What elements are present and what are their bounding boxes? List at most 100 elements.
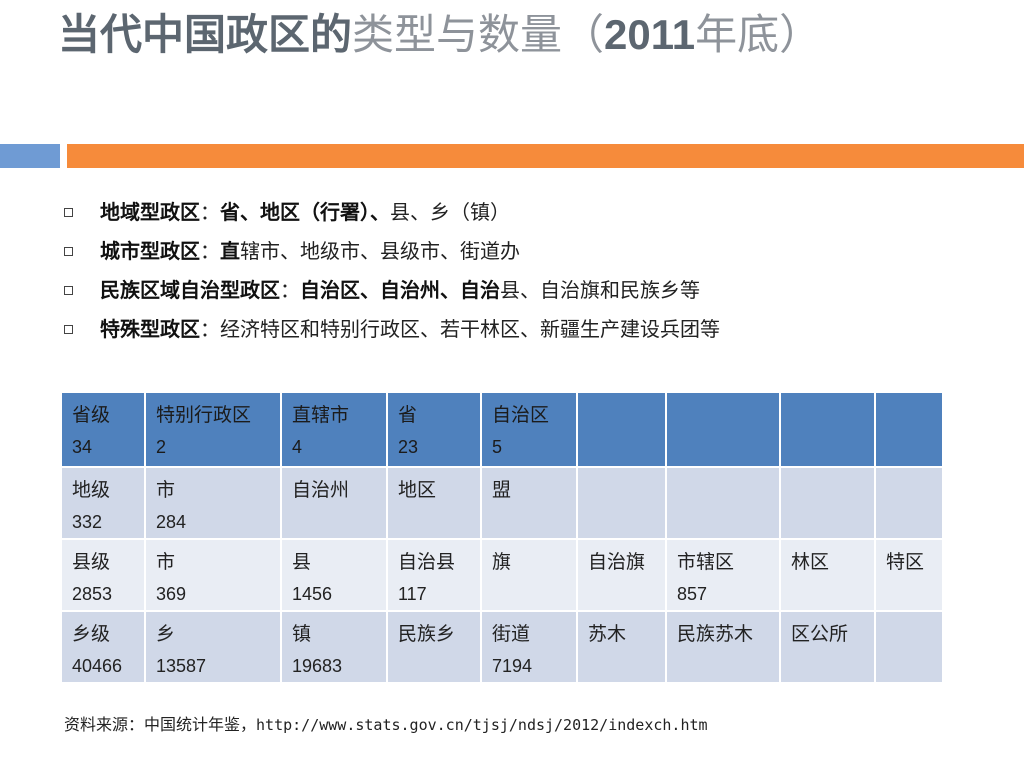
title-light: 类型与数量（	[352, 10, 605, 59]
bullet-text: 辖市、地级市、县级市、街道办	[240, 239, 520, 263]
table-cell: 林区	[779, 538, 876, 612]
square-bullet-icon	[64, 325, 73, 334]
cell-label: 自治区	[492, 404, 550, 426]
square-bullet-icon	[64, 247, 73, 256]
cell-count: 117	[398, 584, 427, 604]
bullet-item-urban: 城市型政区：直辖市、地级市、县级市、街道办	[64, 232, 720, 271]
cell-label: 县级	[72, 551, 111, 573]
cell-label: 市	[156, 479, 176, 501]
cell-label: 自治县	[398, 551, 456, 573]
cell-label: 苏木	[588, 623, 627, 645]
cell-count: 369	[156, 584, 187, 604]
bullet-sep: ：	[280, 278, 300, 302]
title-strong: 当代中国政区的	[58, 10, 353, 59]
table-row: 县级 2853 市 369 县 1456 自治县 117 旗 自治旗 市辖区 857 林区 特区	[60, 538, 944, 612]
table-cell: 省 23	[386, 391, 482, 468]
cell-count: 19683	[292, 656, 343, 676]
cell-count: 40466	[72, 656, 123, 676]
square-bullet-icon	[64, 208, 73, 217]
table-cell	[779, 391, 876, 468]
cell-count: 34	[72, 437, 93, 457]
cell-label: 街道	[492, 623, 531, 645]
table-row: 乡级 40466 乡 13587 镇 19683 民族乡 街道 7194 苏木 民族苏木 区公所	[60, 610, 944, 684]
cell-label: 旗	[492, 551, 512, 573]
table-cell: 地级 332	[60, 466, 146, 540]
table-cell: 苏木	[576, 610, 667, 684]
table-cell	[779, 466, 876, 540]
bullet-sep: ：	[200, 239, 220, 263]
table-cell: 特区	[874, 538, 944, 612]
accent-band-blue	[0, 144, 60, 168]
table-cell: 乡级 40466	[60, 610, 146, 684]
bullet-item-autonomous: 民族区域自治型政区：自治区、自治州、自治县、自治旗和民族乡等	[64, 271, 720, 310]
bullet-text: 经济特区和特别行政区、若干林区、新疆生产建设兵团等	[220, 317, 720, 341]
cell-label: 区公所	[791, 623, 849, 645]
table-cell: 省级 34	[60, 391, 146, 468]
bullet-term: 城市型政区	[100, 239, 200, 263]
cell-label: 乡	[156, 623, 176, 645]
bullet-item-territorial: 地域型政区：省、地区（行署）、县、乡（镇）	[64, 193, 720, 232]
bullet-text: 县、自治旗和民族乡等	[500, 278, 700, 302]
bullet-bold-text: 直	[220, 239, 240, 263]
cell-count: 5	[492, 437, 503, 457]
cell-label: 市	[156, 551, 176, 573]
table-cell: 街道 7194	[480, 610, 578, 684]
cell-label: 地区	[398, 479, 437, 501]
table-cell: 自治县 117	[386, 538, 482, 612]
bullet-list: 地域型政区：省、地区（行署）、县、乡（镇） 城市型政区：直辖市、地级市、县级市、…	[64, 193, 720, 349]
table-cell: 直辖市 4	[280, 391, 388, 468]
cell-label: 自治州	[292, 479, 350, 501]
square-bullet-icon	[64, 286, 73, 295]
accent-band-orange	[67, 144, 1024, 168]
table-cell: 市辖区 857	[665, 538, 781, 612]
cell-label: 省级	[72, 404, 111, 426]
table-cell	[665, 391, 781, 468]
table-cell: 市 284	[144, 466, 282, 540]
table-cell: 县 1456	[280, 538, 388, 612]
cell-count: 13587	[156, 656, 207, 676]
table-cell	[576, 466, 667, 540]
cell-label: 民族苏木	[677, 623, 754, 645]
bullet-bold-text: 自治区、自治州、自治	[300, 278, 500, 302]
cell-count: 23	[398, 437, 419, 457]
bullet-item-special: 特殊型政区：经济特区和特别行政区、若干林区、新疆生产建设兵团等	[64, 310, 720, 349]
cell-count: 284	[156, 512, 187, 532]
table-cell: 盟	[480, 466, 578, 540]
cell-count: 857	[677, 584, 708, 604]
source-note: 资料来源：中国统计年鉴，http://www.stats.gov.cn/tjsj…	[64, 712, 708, 738]
cell-label: 乡级	[72, 623, 111, 645]
table-cell: 自治州	[280, 466, 388, 540]
table-cell: 民族乡	[386, 610, 482, 684]
table-cell: 旗	[480, 538, 578, 612]
cell-label: 盟	[492, 479, 512, 501]
cell-label: 县	[292, 551, 312, 573]
bullet-term: 特殊型政区	[100, 317, 200, 341]
bullet-bold-text: 省、地区（行署）、	[220, 200, 390, 224]
source-label: 资料来源：中国统计年鉴，	[64, 715, 257, 734]
table-cell: 县级 2853	[60, 538, 146, 612]
cell-label: 市辖区	[677, 551, 735, 573]
table-cell	[576, 391, 667, 468]
cell-label: 直辖市	[292, 404, 350, 426]
cell-label: 林区	[791, 551, 830, 573]
cell-count: 332	[72, 512, 103, 532]
table-cell: 市 369	[144, 538, 282, 612]
table-cell: 特别行政区 2	[144, 391, 282, 468]
title-end: 年底）	[695, 10, 822, 59]
table-cell	[874, 466, 944, 540]
table-cell: 镇 19683	[280, 610, 388, 684]
bullet-text: 县、乡（镇）	[390, 200, 510, 224]
table-cell: 民族苏木	[665, 610, 781, 684]
source-url: http://www.stats.gov.cn/tjsj/ndsj/2012/i…	[256, 716, 708, 734]
cell-label: 镇	[292, 623, 312, 645]
table-cell	[665, 466, 781, 540]
cell-label: 自治旗	[588, 551, 646, 573]
title-year: 2011	[604, 11, 696, 58]
cell-count: 1456	[292, 584, 333, 604]
bullet-term: 民族区域自治型政区	[100, 278, 280, 302]
table-cell: 乡 13587	[144, 610, 282, 684]
cell-label: 民族乡	[398, 623, 456, 645]
cell-label: 省	[398, 404, 418, 426]
page-title: 当代中国政区的类型与数量（2011年底）	[58, 4, 958, 66]
table-cell: 地区	[386, 466, 482, 540]
